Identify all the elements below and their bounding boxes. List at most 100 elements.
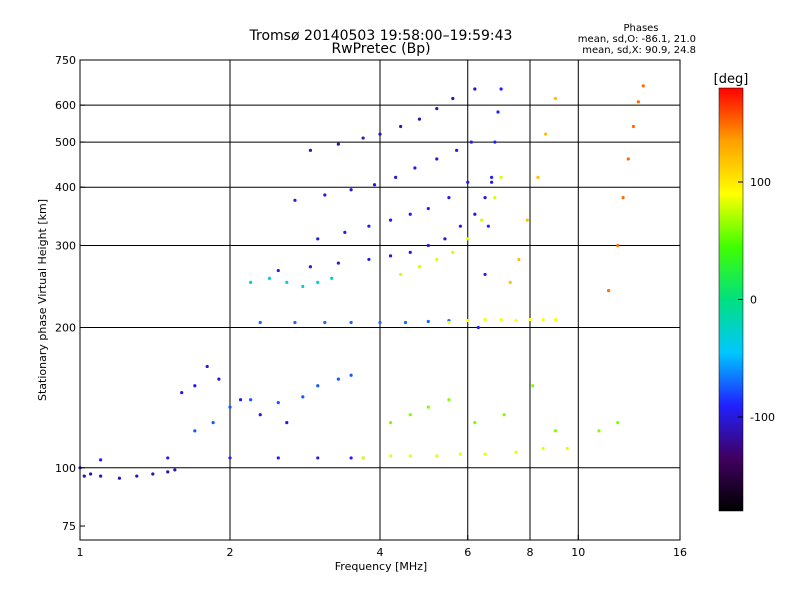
data-point [316, 237, 320, 241]
data-point [388, 421, 393, 425]
x-tick-label: 8 [527, 546, 534, 559]
data-point [631, 124, 635, 129]
data-point [553, 317, 558, 322]
data-point [435, 454, 439, 458]
data-point [301, 395, 305, 399]
data-point [476, 325, 480, 330]
data-point [443, 237, 447, 241]
data-point [466, 180, 470, 184]
data-point [378, 132, 382, 136]
data-point [499, 87, 503, 91]
data-point [316, 456, 320, 460]
data-point [447, 320, 451, 325]
data-point [285, 280, 289, 284]
y-tick-label: 500 [55, 136, 76, 149]
data-point [228, 456, 232, 460]
data-point [193, 429, 197, 433]
data-point [388, 218, 393, 222]
data-point [413, 166, 417, 170]
data-point [508, 280, 512, 284]
data-point [249, 280, 253, 284]
data-point [435, 106, 439, 111]
legend-line-o: mean, sd,O: -86.1, 21.0 [578, 34, 696, 45]
data-point [316, 384, 320, 388]
data-point [483, 317, 487, 322]
data-point [403, 320, 408, 325]
data-point [447, 398, 451, 402]
data-point [541, 317, 545, 322]
data-point [151, 472, 155, 476]
data-point [267, 276, 272, 280]
colorbar-ticks: 100 0 -100 [738, 176, 775, 424]
data-point [361, 136, 365, 140]
data-point [166, 456, 170, 460]
data-point [541, 446, 545, 451]
y-tick-label: 200 [55, 322, 76, 335]
data-point [451, 96, 455, 101]
data-point [301, 284, 305, 289]
data-point [336, 142, 340, 146]
data-point [466, 237, 470, 241]
data-point [483, 196, 487, 200]
data-point [211, 421, 215, 425]
data-point [336, 377, 340, 381]
data-point [408, 454, 412, 458]
data-point [486, 224, 490, 228]
data-point [597, 429, 601, 433]
data-point [636, 100, 640, 104]
data-point [180, 391, 184, 395]
data-point [483, 272, 487, 277]
data-point [531, 384, 535, 388]
y-tick-label: 400 [55, 181, 76, 194]
x-tick-label: 2 [227, 546, 234, 559]
y-tick-label: 600 [55, 99, 76, 112]
data-point [417, 265, 422, 269]
data-point [349, 188, 353, 192]
data-point [451, 250, 455, 254]
y-tick-label: 100 [55, 462, 76, 475]
data-point [455, 148, 459, 152]
data-point [483, 452, 487, 456]
data-point [343, 230, 347, 234]
data-point [473, 421, 477, 425]
data-point [490, 175, 494, 179]
data-point [426, 206, 430, 211]
data-point [276, 268, 280, 273]
data-point [466, 318, 470, 323]
data-point [349, 320, 353, 325]
grid [80, 60, 680, 540]
colorbar-tick-label: 100 [750, 176, 771, 189]
data-point [626, 157, 630, 161]
data-point [308, 148, 313, 152]
axis-ticks: 1 2 4 6 8 10 16 75 100 200 300 400 500 600 750 [55, 54, 687, 559]
data-point [349, 456, 353, 460]
data-point [193, 384, 197, 388]
data-point [606, 289, 611, 293]
legend-line-x: mean, sd,X: 90.9, 24.8 [582, 45, 696, 56]
data-point [641, 84, 645, 88]
data-point [469, 140, 473, 144]
y-tick-label: 300 [55, 239, 76, 252]
data-point [408, 212, 412, 216]
chart-subtitle: RwPretec (Bp) [331, 41, 430, 57]
data-point [473, 212, 477, 216]
data-point [447, 196, 451, 200]
data-point [394, 175, 398, 179]
data-point [361, 456, 365, 460]
data-point [388, 254, 393, 258]
colorbar-tick-label: -100 [750, 411, 775, 424]
data-point [514, 318, 518, 323]
data-point [493, 196, 497, 200]
data-point [621, 196, 625, 200]
x-tick-label: 1 [77, 546, 84, 559]
data-points [78, 84, 645, 480]
colorbar-label: [deg] [714, 72, 749, 87]
data-point [349, 373, 353, 377]
data-point [536, 175, 540, 179]
data-point [276, 401, 280, 405]
data-point [435, 157, 439, 161]
data-point [293, 198, 297, 202]
data-point [616, 243, 620, 248]
data-point [408, 413, 412, 417]
data-point [99, 458, 103, 462]
